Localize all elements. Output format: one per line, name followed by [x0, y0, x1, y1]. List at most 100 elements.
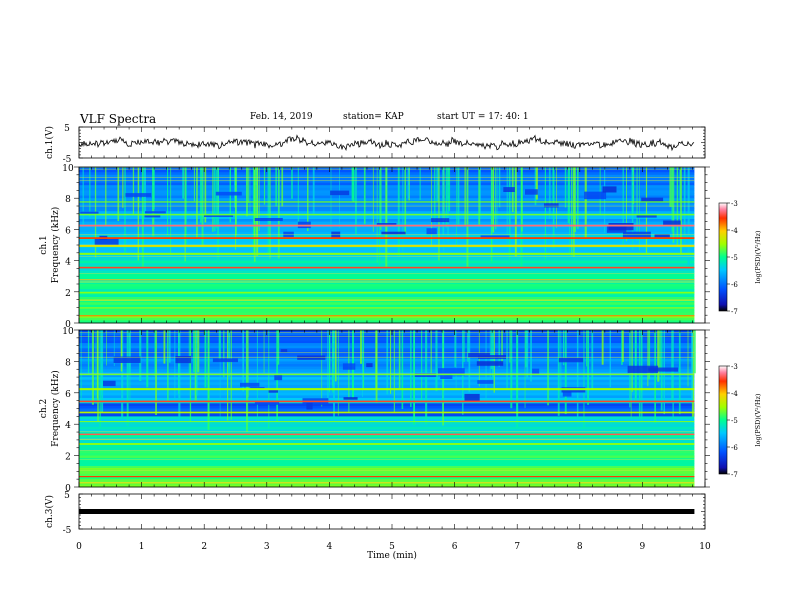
spectrogram-band [79, 413, 695, 417]
sferic-streak [639, 167, 640, 251]
sferic-streak [663, 330, 665, 415]
sferic-streak [248, 167, 250, 203]
sferic-streak [363, 167, 366, 224]
narrowband-line [79, 282, 695, 283]
low-power-patch [477, 380, 494, 384]
low-power-patch [381, 231, 406, 235]
spectrogram-band [79, 312, 695, 316]
narrowband-line [79, 455, 695, 458]
sferic-streak [379, 167, 381, 266]
spectrogram-band [79, 434, 695, 438]
sferic-streak [576, 330, 579, 423]
sferic-streak [170, 167, 172, 256]
sferic-streak [436, 167, 439, 202]
narrowband-line [79, 252, 695, 255]
spectrogram-band [79, 403, 695, 407]
sferic-streak [583, 330, 585, 429]
sferic-streak [564, 330, 567, 414]
spectrogram-band [79, 458, 695, 462]
y-axis-label: ch.1(V) [44, 126, 55, 159]
sferic-streak [657, 330, 660, 382]
sferic-streak [291, 167, 293, 199]
sferic-streak [89, 167, 91, 218]
sferic-streak [645, 167, 648, 254]
sferic-streak [591, 330, 594, 390]
sferic-streak [431, 167, 432, 247]
colorbar-tick-label: -4 [731, 227, 738, 235]
spectrogram-band [79, 473, 695, 477]
sferic-streak [167, 330, 169, 402]
low-power-patch [480, 235, 510, 239]
low-power-patch [438, 368, 465, 376]
colorbar-tick-label: -5 [731, 254, 738, 262]
sferic-streak [268, 330, 270, 429]
ch3-waveform-line [79, 509, 695, 514]
sferic-streak [478, 167, 481, 227]
low-power-patch [440, 374, 453, 379]
narrowband-line [79, 482, 695, 484]
sferic-streak [447, 167, 449, 200]
spectrogram-band [79, 271, 695, 274]
sferic-streak [152, 167, 155, 209]
low-power-patch [641, 197, 664, 203]
narrowband-line [79, 373, 695, 374]
y-tick-label: 6 [65, 390, 71, 400]
sferic-streak [631, 167, 634, 250]
sferic-streak [247, 330, 249, 398]
colorbar-tick-label: -6 [731, 444, 738, 452]
low-power-patch [145, 211, 166, 214]
sferic-streak [330, 167, 332, 229]
x-tick-label: 5 [389, 542, 395, 552]
spectrogram-band [79, 276, 695, 280]
spectrogram-band [79, 429, 695, 433]
sferic-streak [246, 167, 249, 217]
sferic-streak [277, 167, 280, 259]
narrowband-line [79, 421, 695, 423]
sferic-streak [124, 167, 126, 253]
sferic-streak [687, 330, 689, 387]
sferic-streak [510, 330, 513, 409]
sferic-streak [201, 167, 204, 248]
x-tick-label: 8 [577, 542, 583, 552]
sferic-streak [269, 167, 271, 259]
narrowband-line [79, 279, 695, 281]
sferic-streak [390, 330, 392, 394]
low-power-patch [268, 390, 278, 393]
narrowband-line [79, 245, 695, 247]
spectrogram-band [79, 460, 695, 464]
spectrogram-band [79, 307, 695, 311]
spectrogram-band [79, 421, 695, 425]
colorbar [718, 365, 728, 475]
spectrogram-band [79, 450, 695, 454]
sferic-streak [535, 167, 538, 200]
sferic-streak [530, 330, 532, 382]
narrowband-line [79, 352, 695, 353]
y-tick-label: 4 [65, 258, 71, 268]
narrowband-line [79, 266, 695, 269]
y-tick-label: 10 [62, 164, 74, 174]
low-power-patch [558, 357, 584, 363]
colorbar-tick-label: -3 [731, 363, 738, 371]
low-power-patch [240, 382, 260, 387]
sferic-streak [621, 330, 623, 365]
sferic-streak [622, 330, 624, 362]
sferic-streak [329, 330, 330, 393]
low-power-patch [476, 361, 504, 366]
spectrogram-band [79, 463, 695, 467]
sferic-streak [398, 330, 401, 390]
sferic-streak [687, 167, 690, 266]
sferic-streak [122, 167, 124, 208]
x-tick-label: 9 [640, 542, 646, 552]
narrowband-line [79, 244, 695, 246]
sferic-streak [609, 330, 611, 388]
sferic-streak [693, 330, 696, 374]
sferic-streak [267, 167, 270, 254]
sferic-streak [438, 167, 440, 261]
narrowband-line [79, 281, 695, 282]
sferic-streak [448, 167, 451, 212]
sferic-streak [443, 330, 444, 391]
sferic-streak [80, 330, 82, 399]
sferic-streak [193, 167, 195, 202]
x-tick-label: 7 [514, 542, 520, 552]
sferic-streak [113, 330, 115, 367]
